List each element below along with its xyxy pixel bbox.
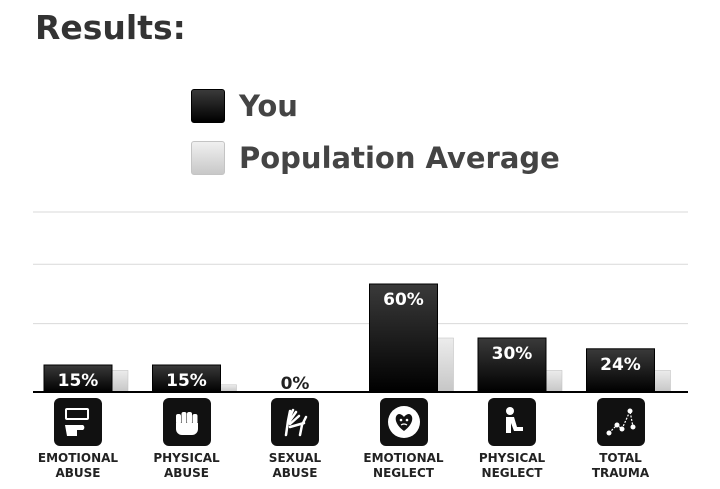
- category-label: SEXUAL ABUSE: [240, 451, 350, 481]
- category-label-line1: EMOTIONAL: [363, 451, 444, 465]
- category-label: EMOTIONAL NEGLECT: [349, 451, 459, 481]
- category-label-line1: TOTAL: [599, 451, 642, 465]
- bar-population: [654, 370, 671, 393]
- bar-you: [152, 364, 221, 393]
- category-label-line1: PHYSICAL: [478, 451, 546, 465]
- category-label-line2: NEGLECT: [481, 466, 543, 480]
- bar-you: [369, 283, 438, 393]
- sitting-person-icon: [488, 398, 536, 446]
- category-label-line2: ABUSE: [272, 466, 318, 480]
- bar-population: [220, 384, 237, 393]
- legend-swatch-population: [191, 141, 225, 175]
- category-label: EMOTIONAL ABUSE: [23, 451, 133, 481]
- category-label-line1: SEXUAL: [268, 451, 322, 465]
- sad-heart-icon: [379, 398, 428, 446]
- legend-label-you: You: [239, 89, 298, 123]
- category-label-line2: ABUSE: [55, 466, 101, 480]
- hand-pointing-icon: [54, 398, 102, 446]
- connected-dots-icon: [596, 398, 645, 446]
- chart-legend: You Population Average: [191, 88, 560, 192]
- category-label-line2: NEGLECT: [373, 466, 434, 480]
- legend-swatch-you: [191, 89, 225, 123]
- legend-item-population: Population Average: [191, 140, 560, 176]
- bar-you: [477, 337, 547, 393]
- category-label: TOTAL TRAUMA: [566, 451, 676, 481]
- bar-data-label: 15%: [58, 371, 99, 391]
- bar-data-label: 60%: [383, 290, 424, 310]
- bar-population: [111, 370, 129, 393]
- category-label: PHYSICAL NEGLECT: [457, 451, 567, 481]
- fist-icon: [162, 398, 211, 446]
- grabbing-hands-icon: [271, 398, 319, 446]
- bar-population: [437, 337, 454, 393]
- page-title: Results:: [35, 8, 186, 47]
- bar-data-label: 15%: [166, 371, 207, 391]
- legend-label-population: Population Average: [239, 141, 560, 175]
- bar-data-label: 30%: [492, 344, 533, 364]
- bar-data-label: 24%: [600, 355, 641, 375]
- category-label-line1: PHYSICAL: [153, 451, 220, 465]
- category-label: PHYSICAL ABUSE: [132, 451, 242, 481]
- bar-data-label: 0%: [281, 374, 310, 394]
- category-label-line1: EMOTIONAL: [37, 451, 119, 465]
- legend-item-you: You: [191, 88, 560, 124]
- bar-population: [545, 370, 563, 393]
- category-label-line2: ABUSE: [163, 466, 210, 480]
- bar-you: [43, 364, 113, 393]
- category-label-line2: TRAUMA: [591, 466, 650, 480]
